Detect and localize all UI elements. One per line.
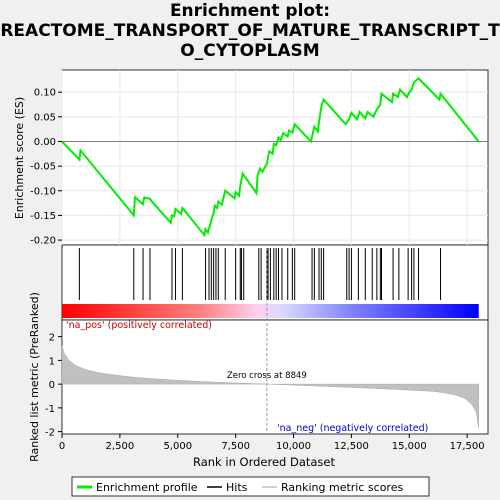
metric-y-axis-label: Ranked list metric (PreRanked)	[28, 292, 41, 462]
es-y-axis-label: Enrichment score (ES)	[13, 97, 26, 219]
metric-y-tick-label: 1	[49, 356, 55, 367]
legend-metric-label: Ranking metric scores	[281, 481, 403, 494]
es-y-tick-label: 0.10	[34, 88, 56, 99]
x-axis-label: Rank in Ordered Dataset	[193, 455, 336, 469]
x-tick-label: 7,500	[221, 441, 250, 452]
metric-y-axis: -2 -1 0 1 2	[45, 333, 62, 439]
title-line-2: REACTOME_TRANSPORT_OF_MATURE_TRANSCRIPT_…	[0, 21, 500, 41]
es-y-tick-label: -0.15	[30, 211, 56, 222]
neg-label: 'na_neg' (negatively correlated)	[277, 423, 428, 434]
metric-y-tick-label: 2	[49, 333, 55, 344]
x-tick-label: 0	[59, 441, 65, 452]
es-y-tick-label: 0.00	[34, 137, 56, 148]
es-y-tick-label: 0.05	[34, 112, 56, 123]
metric-y-tick-label: 0	[49, 380, 55, 391]
x-tick-label: 17,500	[450, 441, 485, 452]
enrichment-profile-line	[61, 77, 480, 238]
ranking-metric-area	[61, 346, 479, 429]
x-axis: 0 2,500 5,000 7,500 10,000 12,500 15,000 17,500	[59, 434, 485, 452]
es-panel	[61, 69, 489, 246]
chart-title: Enrichment plot: REACTOME_TRANSPORT_OF_M…	[0, 1, 500, 61]
legend-hits-label: Hits	[226, 481, 248, 494]
title-line-3: O_CYTOPLASM	[180, 41, 320, 61]
es-y-tick-label: -0.10	[30, 186, 56, 197]
legend-enrichment-label: Enrichment profile	[96, 481, 198, 494]
zero-cross-label: Zero cross at 8849	[227, 371, 307, 381]
pos-label: 'na_pos' (positively correlated)	[66, 320, 212, 331]
legend: Enrichment profile Hits Ranking metric s…	[71, 476, 430, 497]
metric-y-tick-label: -2	[45, 428, 55, 439]
rank-color-bar	[62, 304, 479, 318]
x-tick-label: 2,500	[106, 441, 135, 452]
title-line-1: Enrichment plot:	[169, 1, 331, 21]
hits-group	[78, 248, 442, 300]
es-y-axis: -0.20 -0.15 -0.10 -0.05 0.00 0.05 0.10	[30, 88, 62, 247]
metric-y-tick-label: -1	[45, 404, 55, 415]
x-tick-label: 15,000	[392, 441, 427, 452]
x-tick-label: 10,000	[276, 441, 311, 452]
x-tick-label: 12,500	[334, 441, 369, 452]
es-y-tick-label: -0.05	[30, 162, 56, 173]
x-tick-label: 5,000	[163, 441, 192, 452]
es-y-tick-label: -0.20	[30, 236, 56, 247]
